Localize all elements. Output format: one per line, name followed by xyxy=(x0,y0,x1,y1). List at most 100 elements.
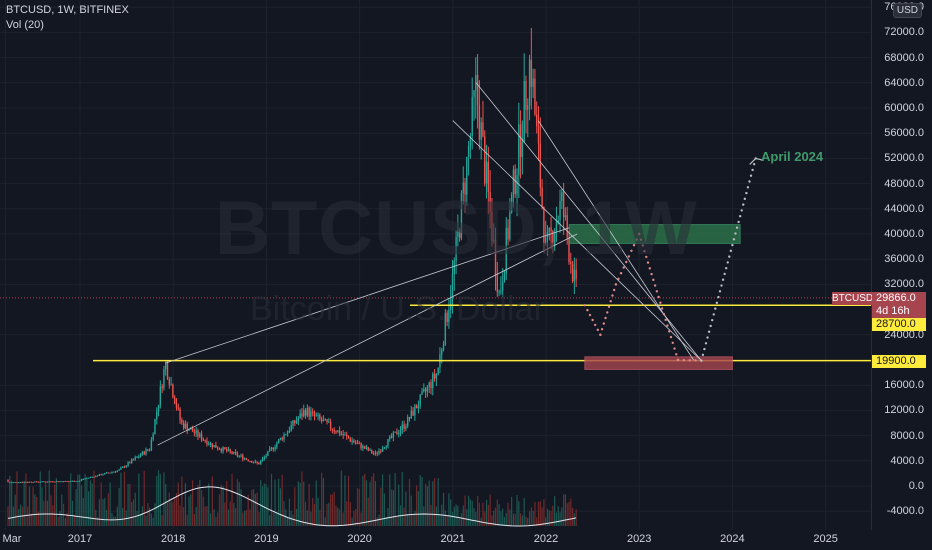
candle-body xyxy=(225,449,228,451)
candle-body xyxy=(109,472,111,474)
candle-body xyxy=(399,429,402,434)
candle-body xyxy=(98,474,101,476)
volume-bar xyxy=(355,509,357,526)
candle-body xyxy=(324,419,326,421)
level-upper-badge: 28700.0 xyxy=(872,318,926,331)
volume-bar xyxy=(91,483,93,526)
candle-body xyxy=(432,373,434,389)
candle-body xyxy=(129,462,131,464)
volume-bar xyxy=(57,516,59,526)
candle-body xyxy=(177,407,179,409)
volume-bar xyxy=(199,480,201,526)
volume-bar xyxy=(279,488,282,526)
volume-bar xyxy=(349,502,351,526)
volume-bar xyxy=(159,474,161,526)
volume-bar xyxy=(79,474,81,526)
volume-bar xyxy=(303,481,305,526)
candle-body xyxy=(331,428,334,430)
candle-body xyxy=(286,431,289,435)
volume-bar xyxy=(55,478,57,526)
volume-bar xyxy=(380,487,382,526)
volume-bar xyxy=(88,491,90,526)
candle-body xyxy=(166,362,169,379)
candle-body xyxy=(34,481,36,483)
projection-dot xyxy=(745,191,748,195)
candle-body xyxy=(340,434,343,436)
candle-body xyxy=(16,481,18,483)
trend-line xyxy=(537,120,694,361)
symbol-legend[interactable]: BTCUSD, 1W, BITFINEX xyxy=(6,4,129,16)
volume-bar xyxy=(80,485,83,526)
candle-body xyxy=(530,59,533,87)
candle-body xyxy=(199,433,201,437)
price-tick-label: 60000.0 xyxy=(884,102,924,114)
currency-button[interactable]: USD xyxy=(892,3,922,18)
projection-dot xyxy=(740,209,743,212)
candle-body xyxy=(261,458,264,462)
projection-dot xyxy=(737,220,740,224)
candle-body xyxy=(552,230,554,247)
candle-body xyxy=(398,433,400,435)
candle-body xyxy=(457,230,459,237)
candle-body xyxy=(509,212,511,240)
candle-body xyxy=(86,477,88,479)
projection-dot xyxy=(742,203,745,206)
candle-body xyxy=(476,75,479,105)
candle-body xyxy=(206,440,208,445)
volume-bar xyxy=(484,511,486,526)
april-2024-annotation[interactable]: April 2024 xyxy=(761,149,824,164)
candle-body xyxy=(311,411,314,413)
projection-dot xyxy=(599,333,602,336)
volume-bar xyxy=(444,510,446,526)
candle-body xyxy=(358,443,360,445)
volume-bar xyxy=(446,515,448,526)
volume-bar xyxy=(233,502,235,526)
volume-bar xyxy=(95,509,97,526)
volume-bar xyxy=(502,508,504,526)
volume-bar xyxy=(220,484,222,526)
volume-bar xyxy=(224,502,226,526)
volume-bar xyxy=(161,514,163,526)
candle-body xyxy=(510,194,513,213)
volume-indicator-legend[interactable]: Vol (20) xyxy=(6,19,44,31)
volume-bar xyxy=(426,486,428,526)
volume-bar xyxy=(468,495,470,526)
volume-bar xyxy=(322,478,325,526)
projection-dot xyxy=(627,255,631,258)
chart-grid xyxy=(0,0,872,530)
volume-bar xyxy=(381,474,384,526)
volume-bar xyxy=(439,514,441,526)
projection-dot xyxy=(703,347,706,351)
volume-bar xyxy=(172,502,174,526)
candle-body xyxy=(32,481,34,483)
candle-body xyxy=(523,81,525,142)
volume-bar xyxy=(148,507,151,526)
candle-body xyxy=(571,263,574,282)
candle-body xyxy=(48,481,50,483)
volume-bar xyxy=(109,482,111,526)
candle-body xyxy=(21,482,24,484)
volume-bar xyxy=(493,510,495,526)
volume-bar xyxy=(36,496,38,526)
projection-dot xyxy=(646,261,650,264)
volume-bar xyxy=(174,498,176,526)
volume-bar xyxy=(208,483,210,526)
drawing-overlay xyxy=(0,82,872,446)
projection-dot xyxy=(748,180,751,183)
price-scale[interactable]: 76000.072000.068000.064000.060000.056000… xyxy=(871,0,932,530)
candle-body xyxy=(401,424,404,430)
candle-body xyxy=(66,480,68,482)
candle-body xyxy=(175,403,178,408)
volume-bar xyxy=(127,484,129,526)
candle-body xyxy=(260,461,262,465)
projection-dot xyxy=(735,226,739,229)
projection-dot xyxy=(704,342,708,345)
volume-bar xyxy=(528,511,531,526)
candle-body xyxy=(127,462,129,466)
candle-body xyxy=(380,450,382,452)
projection-dot xyxy=(720,284,723,287)
volume-ma-line xyxy=(7,486,577,527)
candle-body xyxy=(390,436,393,438)
volume-bar xyxy=(412,514,414,526)
